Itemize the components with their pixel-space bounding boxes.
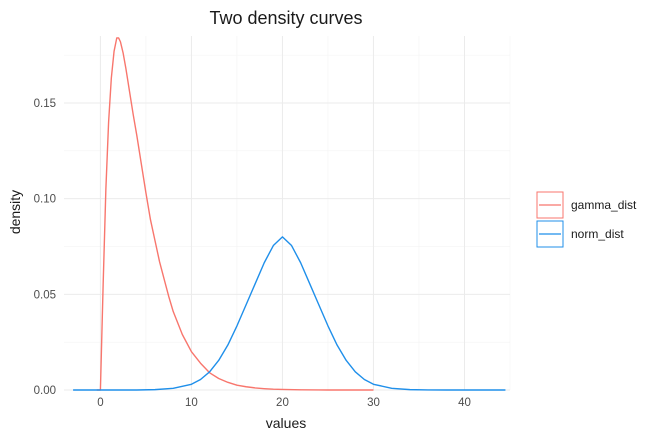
plot-grid — [64, 36, 511, 391]
x-tick-label: 10 — [185, 397, 198, 409]
series-line-norm-dist — [73, 236, 506, 391]
x-tick-label: 30 — [367, 397, 380, 409]
x-tick-label: 0 — [97, 397, 103, 409]
legend-label: norm_dist — [571, 227, 624, 241]
legend: gamma_dist norm_dist — [536, 191, 637, 248]
x-tick-label: 40 — [458, 397, 471, 409]
y-tick-label: 0.05 — [34, 289, 56, 301]
y-axis-ticks: 0.00 0.05 0.10 0.15 — [34, 98, 56, 397]
y-tick-label: 0.10 — [34, 194, 56, 206]
series-line-gamma-dist — [96, 37, 374, 391]
plot-series — [73, 37, 506, 391]
x-tick-label: 20 — [276, 397, 289, 409]
y-tick-label: 0.00 — [34, 385, 56, 397]
y-tick-label: 0.15 — [34, 98, 56, 110]
chart-title: Two density curves — [209, 8, 362, 28]
legend-label: gamma_dist — [571, 198, 637, 212]
x-axis-title: values — [266, 415, 306, 431]
y-axis-title: density — [7, 190, 23, 234]
x-axis-ticks: 0 10 20 30 40 — [97, 397, 471, 409]
